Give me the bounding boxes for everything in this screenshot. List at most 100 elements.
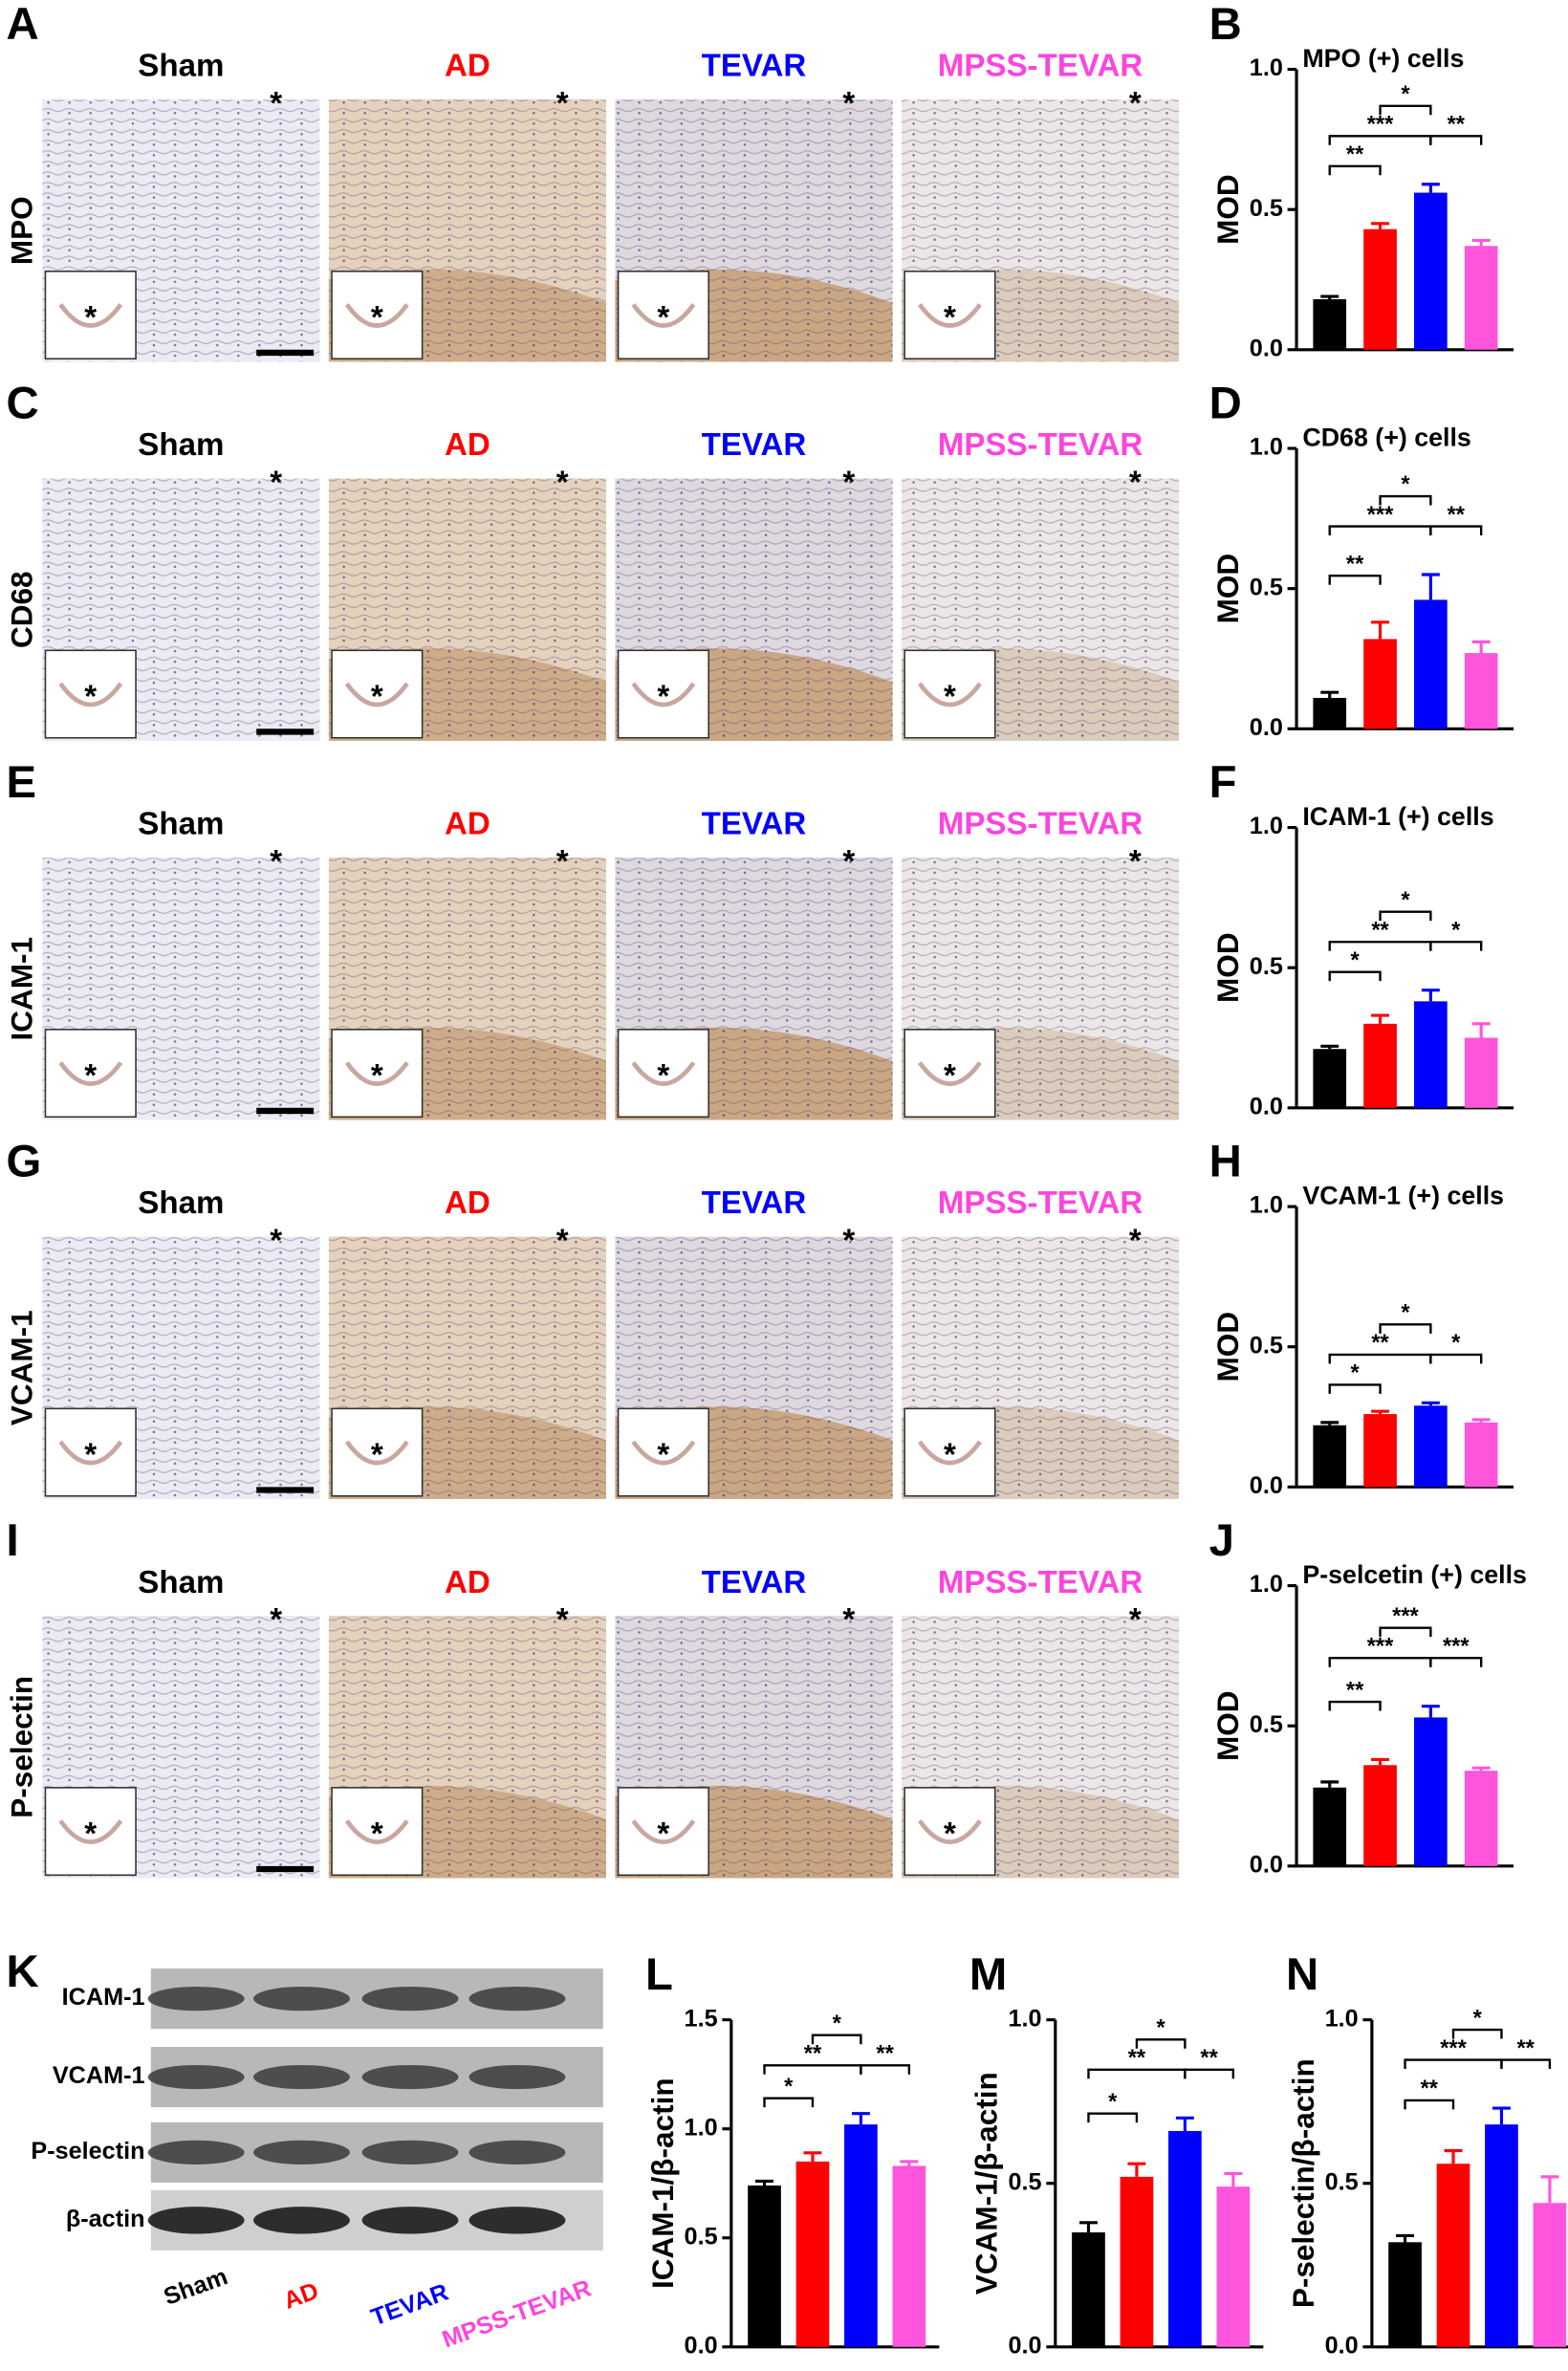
y-tick-label: 0.5 (1250, 1711, 1283, 1738)
asterisk: * (842, 1602, 855, 1638)
asterisk: * (84, 1058, 97, 1094)
band-label: β-actin (66, 2206, 145, 2232)
panel-letter: N (1286, 1949, 1318, 2000)
significance-bracket (1429, 1657, 1483, 1667)
bar (748, 2185, 781, 2347)
panel-letter: M (969, 1949, 1007, 2000)
significance-label: ** (1516, 2036, 1535, 2061)
group-label: TEVAR (702, 1186, 807, 1221)
chart-title: P-selcetin (+) cells (1302, 1560, 1527, 1589)
y-axis-label: MOD (1210, 1312, 1245, 1382)
y-axis-label: P-selectin/β-actin (1286, 2058, 1320, 2308)
bar (1414, 599, 1448, 729)
asterisk: * (270, 1224, 282, 1259)
inset-section (344, 303, 409, 328)
significance-bracket (1429, 135, 1483, 145)
bar (1436, 2164, 1470, 2347)
significance-label: ** (1128, 2046, 1146, 2071)
significance-label: *** (1443, 1634, 1470, 1659)
y-tick-label: 0.0 (1250, 1851, 1283, 1878)
asterisk: * (270, 466, 282, 501)
significance-bracket (1451, 2028, 1503, 2039)
group-label: MPSS-TEVAR (938, 1186, 1143, 1221)
group-label: TEVAR (702, 807, 807, 842)
bar (1414, 1405, 1448, 1488)
significance-bracket (1328, 970, 1382, 982)
asterisk: * (556, 844, 569, 880)
inset (617, 1787, 709, 1877)
inset-section (631, 1061, 696, 1086)
group-label: TEVAR (702, 49, 807, 84)
inset (44, 1029, 137, 1119)
inset (904, 1407, 996, 1497)
group-label: TEVAR (702, 1565, 807, 1600)
inset-section (917, 303, 982, 328)
bar (1414, 1001, 1448, 1108)
significance-label: ** (1346, 1678, 1364, 1703)
inset (44, 1787, 137, 1877)
significance-label: *** (1392, 1604, 1419, 1629)
bar (1464, 653, 1498, 729)
significance-label: * (833, 2012, 842, 2036)
significance-bracket (1328, 1383, 1382, 1394)
significance-label: ** (1421, 2077, 1439, 2101)
y-tick-label: 0.0 (1009, 2332, 1042, 2359)
y-tick-label: 0.5 (1250, 1332, 1283, 1359)
significance-label: *** (1367, 1634, 1394, 1659)
chart-title: MPO (+) cells (1302, 44, 1464, 73)
inset (44, 1407, 137, 1497)
y-tick-label: 0.0 (1250, 714, 1283, 741)
y-tick-label: 0.5 (1250, 195, 1283, 222)
inset-section (58, 682, 123, 707)
panel-letter: A (6, 0, 38, 50)
significance-label: ** (1448, 503, 1466, 528)
blot-band (147, 2140, 245, 2165)
y-tick-label: 1.0 (1250, 434, 1283, 461)
asterisk: * (270, 86, 282, 121)
y-tick-label: 0.0 (1250, 335, 1283, 361)
inset-section (58, 1061, 123, 1086)
asterisk: * (371, 1438, 383, 1473)
blot-band (361, 2207, 459, 2234)
inset-section (344, 682, 409, 707)
panel-letter: C (6, 378, 38, 428)
panel-letter: F (1209, 757, 1237, 808)
bar (1414, 192, 1448, 350)
blot-band (361, 2140, 459, 2165)
bar (892, 2165, 926, 2347)
panel-letter: K (6, 1947, 38, 1997)
inset (617, 1029, 709, 1119)
inset-section (917, 1440, 982, 1466)
y-tick-label: 0.5 (1009, 2168, 1042, 2195)
bar (1313, 1787, 1347, 1866)
asterisk: * (556, 86, 569, 121)
panel-letter: I (6, 1515, 18, 1566)
significance-label: ** (1200, 2046, 1218, 2071)
y-axis-label: ICAM-1/β-actin (645, 2077, 680, 2289)
asterisk: * (371, 680, 383, 715)
asterisk: * (84, 1438, 97, 1473)
inset-section (917, 682, 982, 707)
significance-bracket (763, 2097, 815, 2108)
asterisk: * (1129, 86, 1142, 121)
asterisk: * (657, 300, 669, 336)
y-tick-label: 1.0 (1250, 1571, 1283, 1598)
significance-bracket (1429, 525, 1483, 536)
inset (331, 1407, 424, 1497)
significance-bracket (1379, 1626, 1432, 1638)
chart-title: VCAM-1 (+) cells (1302, 1182, 1504, 1210)
inset (904, 649, 996, 739)
asterisk: * (556, 1602, 569, 1638)
inset (44, 271, 137, 360)
significance-bracket (1379, 1323, 1432, 1334)
bar (1414, 1717, 1448, 1866)
group-label: MPSS-TEVAR (938, 1565, 1143, 1600)
significance-label: ** (804, 2041, 822, 2066)
bar (1485, 2124, 1518, 2347)
significance-label: * (1401, 472, 1410, 497)
inset-section (917, 1061, 982, 1086)
asterisk: * (944, 1816, 956, 1852)
asterisk: * (944, 680, 956, 715)
significance-bracket (1379, 910, 1432, 922)
